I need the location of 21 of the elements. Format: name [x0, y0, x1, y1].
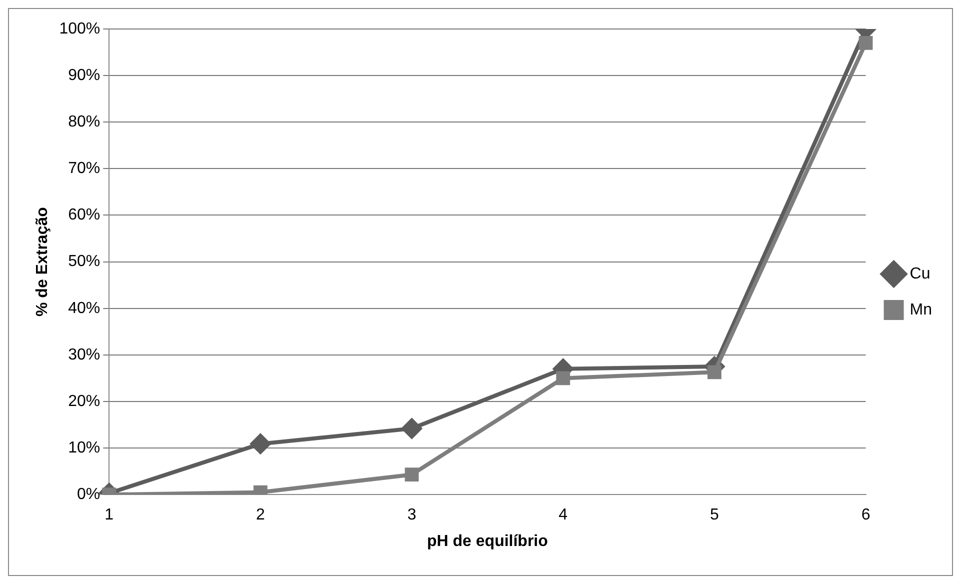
x-tick-label: 4	[558, 506, 568, 524]
x-tick-label: 3	[407, 506, 416, 524]
y-tick-label: 10%	[68, 439, 100, 456]
y-axis-title: % de Extração	[34, 206, 52, 316]
y-tick-label: 40%	[68, 300, 100, 317]
y-tick-label: 50%	[68, 253, 100, 270]
y-tick-label: 60%	[68, 206, 100, 224]
x-tick-label: 1	[104, 506, 114, 524]
y-tick-label: 100%	[59, 20, 100, 38]
x-tick-label: 2	[256, 506, 265, 524]
y-tick-label: 80%	[68, 114, 100, 131]
y-tick-label: 0%	[76, 486, 100, 504]
legend-label: Mn	[910, 301, 932, 318]
y-tick-label: 90%	[68, 66, 100, 84]
y-tick-label: 70%	[68, 160, 100, 178]
x-tick-label: 6	[861, 506, 870, 524]
y-tick-label: 30%	[68, 346, 100, 364]
x-tick-label: 5	[710, 506, 719, 524]
y-tick-label: 20%	[68, 392, 100, 410]
legend-label: Cu	[910, 265, 930, 282]
x-axis-title: pH de equilíbrio	[427, 532, 548, 550]
